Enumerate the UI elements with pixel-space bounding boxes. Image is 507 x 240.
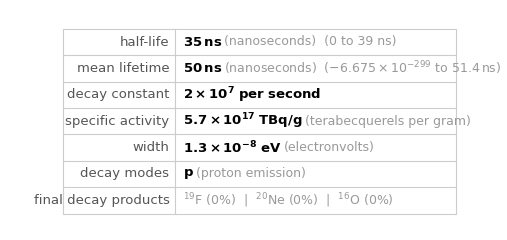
Text: decay constant: decay constant — [67, 88, 169, 101]
Text: $\mathbf{35\,ns}$: $\mathbf{35\,ns}$ — [183, 36, 223, 48]
Text: (electronvolts): (electronvolts) — [283, 141, 374, 154]
Text: (terabecquerels per gram): (terabecquerels per gram) — [305, 115, 471, 128]
Text: (nanoseconds)  $(-6.675\times10^{-299}$ to $51.4\,\mathrm{ns})$: (nanoseconds) $(-6.675\times10^{-299}$ t… — [225, 60, 501, 77]
Text: decay modes: decay modes — [81, 168, 169, 180]
Text: width: width — [133, 141, 169, 154]
Text: $\mathbf{1.3\times10^{-8}}\ \mathbf{eV}$: $\mathbf{1.3\times10^{-8}}\ \mathbf{eV}$ — [183, 139, 281, 156]
Text: $\mathbf{5.7\times10^{17}}\ \mathbf{TBq/g}$: $\mathbf{5.7\times10^{17}}\ \mathbf{TBq/… — [183, 111, 303, 131]
Text: $\mathbf{p}$: $\mathbf{p}$ — [183, 167, 194, 181]
Text: (proton emission): (proton emission) — [196, 168, 306, 180]
Text: specific activity: specific activity — [65, 115, 169, 128]
Text: $^{19}\mathrm{F}$ (0%)  |  $^{20}\mathrm{Ne}$ (0%)  |  $^{16}\mathrm{O}$ (0%): $^{19}\mathrm{F}$ (0%) | $^{20}\mathrm{N… — [183, 191, 394, 210]
Text: $\mathbf{2\times10^{7}}\ \mathbf{per\ second}$: $\mathbf{2\times10^{7}}\ \mathbf{per\ se… — [183, 85, 321, 105]
Text: (nanoseconds)  (0 to 39 ns): (nanoseconds) (0 to 39 ns) — [225, 36, 397, 48]
Text: mean lifetime: mean lifetime — [77, 62, 169, 75]
Text: final decay products: final decay products — [33, 194, 169, 207]
Text: half-life: half-life — [120, 36, 169, 48]
Text: $\mathbf{50\,ns}$: $\mathbf{50\,ns}$ — [183, 62, 223, 75]
